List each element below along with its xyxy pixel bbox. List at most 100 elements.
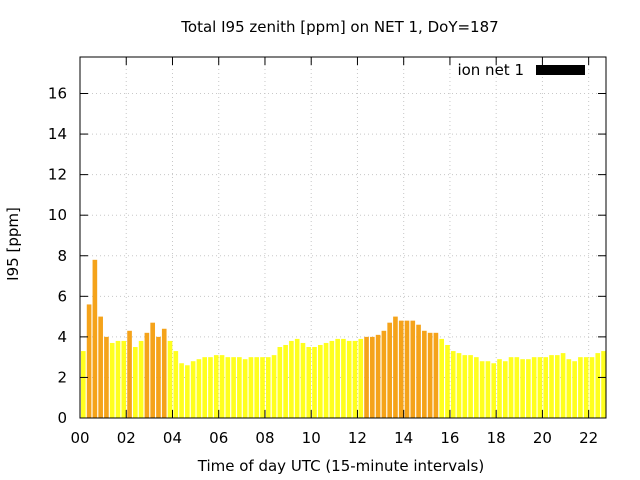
bar: [537, 357, 543, 418]
bar: [306, 347, 312, 418]
bar: [601, 351, 606, 418]
bar: [508, 357, 514, 418]
bar: [98, 316, 103, 418]
x-tick-label: 20: [533, 429, 552, 447]
y-tick-label: 14: [48, 125, 67, 143]
bar: [589, 357, 595, 418]
bar: [439, 338, 444, 418]
bar: [531, 357, 537, 418]
bar: [560, 353, 566, 418]
bar: [456, 353, 462, 418]
bar: [474, 357, 479, 418]
bar: [190, 361, 196, 418]
bar: [341, 338, 346, 418]
bar: [317, 344, 323, 418]
bar: [173, 351, 179, 418]
legend: ion net 1: [457, 61, 585, 79]
bar: [375, 334, 381, 418]
y-tick-label: 0: [57, 409, 67, 427]
bar: [502, 361, 508, 418]
bar: [404, 320, 410, 418]
legend-label: ion net 1: [457, 61, 524, 79]
bar: [595, 353, 601, 418]
bar: [445, 344, 450, 418]
bar: [300, 342, 306, 418]
bar: [393, 316, 398, 418]
bar: [462, 355, 468, 418]
bar: [370, 336, 375, 418]
bar: [156, 336, 161, 418]
bar: [219, 355, 225, 418]
x-tick-label: 00: [70, 429, 89, 447]
x-axis-label: Time of day UTC (15-minute intervals): [197, 457, 484, 475]
bar: [283, 344, 288, 418]
bar: [196, 359, 202, 418]
x-tick-label: 08: [255, 429, 274, 447]
bar: [497, 359, 502, 418]
y-tick-label: 6: [57, 287, 67, 305]
bar: [427, 332, 433, 418]
bar: [416, 324, 421, 418]
bar: [109, 342, 115, 418]
bar: [312, 347, 317, 418]
bar: [86, 304, 92, 418]
bar: [583, 357, 589, 418]
y-tick-label: 8: [57, 247, 67, 265]
y-tick-label: 4: [57, 328, 67, 346]
bar-series: [81, 259, 606, 418]
bar: [566, 359, 572, 418]
bar: [335, 338, 340, 418]
bar: [231, 357, 236, 418]
x-tick-label: 10: [302, 429, 321, 447]
x-tick-label: 12: [348, 429, 367, 447]
bar: [526, 359, 531, 418]
bar: [150, 322, 155, 418]
bar: [450, 351, 456, 418]
bar: [277, 347, 283, 418]
x-tick-label: 06: [209, 429, 228, 447]
bar: [422, 330, 427, 418]
x-tick-label: 02: [117, 429, 136, 447]
x-tick-label: 16: [440, 429, 459, 447]
bar: [133, 347, 138, 418]
bar: [578, 357, 583, 418]
y-tick-label: 16: [48, 85, 67, 103]
y-axis-label: I95 [ppm]: [4, 207, 22, 281]
bar: [161, 328, 167, 418]
y-tick-label: 12: [48, 166, 67, 184]
bar: [398, 320, 404, 418]
bar: [572, 361, 577, 418]
bar: [387, 322, 392, 418]
chart-title: Total I95 zenith [ppm] on NET 1, DoY=187: [180, 18, 498, 36]
bar: [352, 340, 358, 418]
bar: [121, 340, 127, 418]
bar: [410, 320, 416, 418]
x-tick-label: 22: [579, 429, 598, 447]
bar: [185, 365, 190, 418]
bar: [346, 340, 352, 418]
bar: [289, 340, 294, 418]
bar: [92, 259, 98, 418]
bar: [514, 357, 520, 418]
bar: [208, 357, 213, 418]
bar: [520, 359, 525, 418]
bar: [242, 359, 248, 418]
grid-lines: [80, 57, 606, 418]
bar: [381, 330, 387, 418]
legend-swatch: [536, 65, 585, 75]
bar: [265, 357, 271, 418]
bar: [485, 361, 491, 418]
bar: [479, 361, 485, 418]
y-tick-label: 2: [57, 368, 67, 386]
bar: [213, 355, 219, 418]
x-tick-label: 14: [394, 429, 413, 447]
bar: [179, 363, 184, 418]
x-tick-label: 18: [487, 429, 506, 447]
bar: [127, 330, 132, 418]
bar: [329, 340, 335, 418]
bar: [167, 340, 173, 418]
bar: [138, 340, 144, 418]
bar: [323, 342, 329, 418]
